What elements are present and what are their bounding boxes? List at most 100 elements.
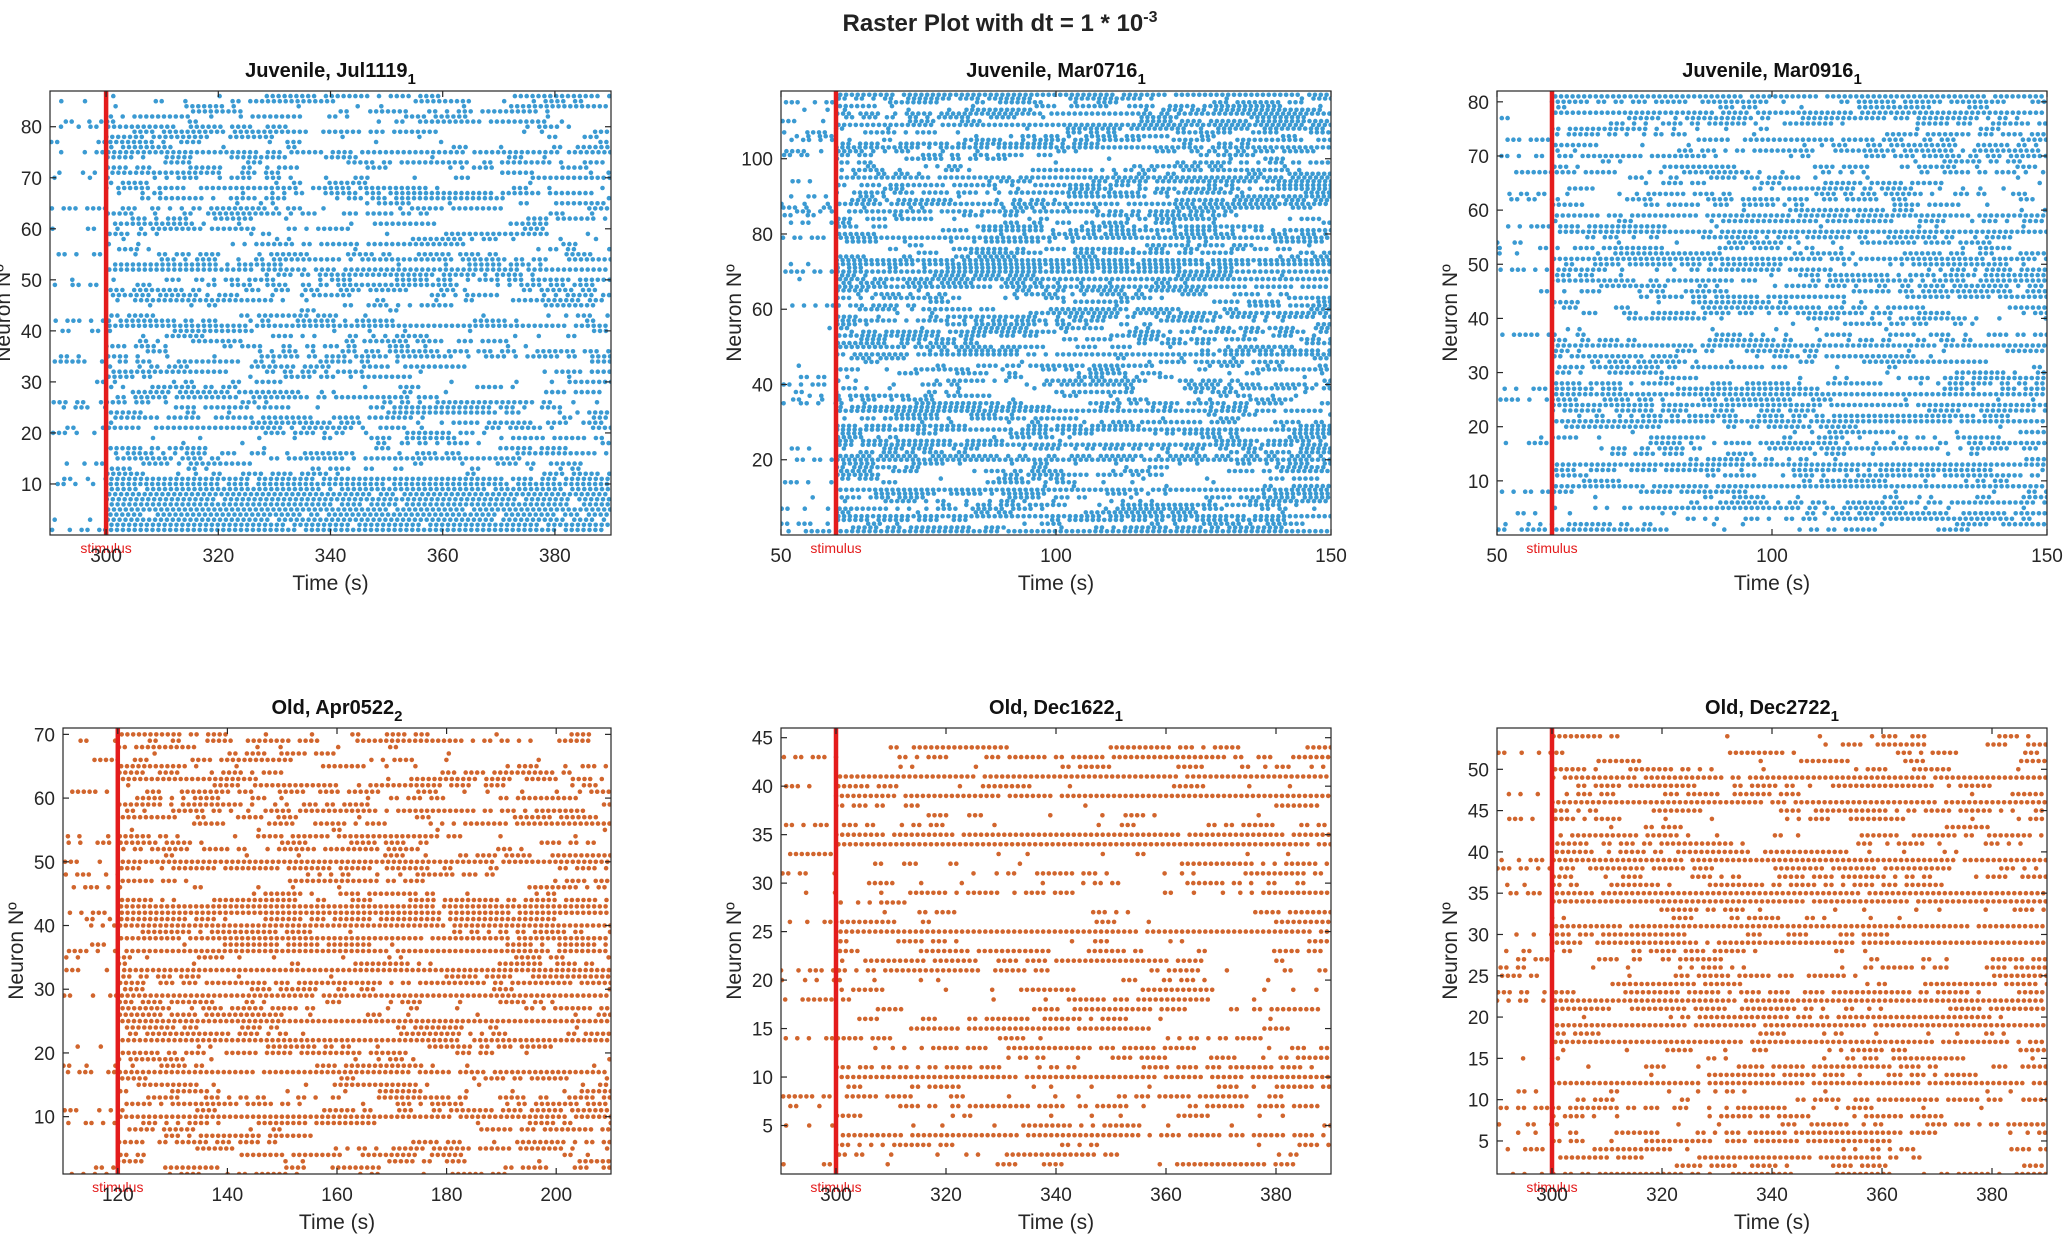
spike-dot <box>215 486 221 492</box>
spike-dot <box>303 287 308 293</box>
spike-dot <box>383 257 389 262</box>
spike-dot <box>415 129 421 135</box>
spike-dot <box>1187 510 1193 515</box>
spike-dot <box>218 124 223 129</box>
spike-dot <box>498 144 504 150</box>
spike-dot <box>141 165 146 170</box>
spike-dot <box>498 481 503 487</box>
spike-dot <box>916 457 921 463</box>
spike-dot <box>1153 457 1159 463</box>
spike-dot <box>855 487 861 493</box>
spike-dot <box>136 389 142 395</box>
spike-dot <box>606 440 611 446</box>
spike-dot <box>478 318 484 324</box>
spike-dot <box>1151 528 1156 534</box>
spike-dot <box>206 257 212 262</box>
spike-dot <box>241 175 246 181</box>
spike-dot <box>236 98 241 104</box>
spike-dot <box>786 528 791 534</box>
spike-dot <box>594 160 599 165</box>
spike-dot <box>1308 483 1314 489</box>
spike-dot <box>1052 453 1057 459</box>
spike-dot <box>388 93 394 99</box>
spike-dot <box>120 481 125 487</box>
spike-dot <box>133 185 139 191</box>
spike-dot <box>530 93 535 99</box>
spike-dot <box>335 155 341 160</box>
spike-dot <box>164 175 169 181</box>
spike-dot <box>193 175 199 181</box>
spike-dot <box>1050 502 1056 508</box>
spike-dot <box>393 466 398 472</box>
spike-dot <box>138 476 144 482</box>
spike-dot <box>858 472 863 478</box>
spike-dot <box>183 425 188 431</box>
spike-dot <box>445 481 450 487</box>
spike-dot <box>359 282 365 288</box>
spike-dot <box>221 384 226 390</box>
spike-dot <box>242 389 248 395</box>
spike-dot <box>347 272 352 278</box>
spike-dot <box>481 486 487 492</box>
spike-dot <box>80 170 86 175</box>
spike-dot <box>1198 525 1203 530</box>
spike-dot <box>122 292 128 298</box>
spike-dot <box>600 292 606 298</box>
spike-dot <box>1182 457 1188 463</box>
spike-dot <box>589 517 595 522</box>
spike-dot <box>160 262 165 267</box>
spike-dot <box>523 343 529 349</box>
spike-dot <box>522 486 528 492</box>
spike-dot <box>505 502 510 507</box>
spike-dot <box>1116 528 1121 534</box>
spike-dot <box>1011 487 1017 493</box>
spike-dot <box>463 252 469 257</box>
spike-dot <box>924 506 929 512</box>
spike-dot <box>508 425 513 431</box>
spike-dot <box>58 354 64 359</box>
spike-dot <box>399 160 405 165</box>
spike-dot <box>430 149 436 155</box>
spike-dot <box>392 502 398 507</box>
spike-dot <box>294 165 300 170</box>
spike-dot <box>500 119 506 124</box>
spike-dot <box>1017 487 1023 493</box>
spike-dot <box>116 400 121 405</box>
spike-dot <box>877 521 883 526</box>
spike-dot <box>169 195 175 201</box>
spike-dot <box>951 517 957 523</box>
spike-dot <box>280 297 286 303</box>
spike-dot <box>419 257 424 262</box>
spike-dot <box>931 491 937 496</box>
spike-dot <box>331 415 337 420</box>
spike-dot <box>264 175 270 181</box>
spike-dot <box>277 507 282 512</box>
spike-dot <box>88 124 93 129</box>
spike-dot <box>288 93 293 99</box>
spike-dot <box>348 303 354 308</box>
spike-dot <box>473 323 478 329</box>
spike-dot <box>300 517 306 522</box>
spike-dot <box>548 471 553 477</box>
spike-dot <box>415 114 421 119</box>
spike-dot <box>138 522 144 528</box>
spike-dot <box>397 129 403 135</box>
spike-dot <box>108 139 113 145</box>
spike-dot <box>406 282 412 288</box>
spike-dot <box>561 323 567 329</box>
spike-dot <box>382 195 387 201</box>
spike-dot <box>201 262 207 267</box>
spike-dot <box>92 170 98 175</box>
spike-dot <box>488 497 494 502</box>
spike-dot <box>956 457 962 463</box>
spike-dot <box>1185 453 1190 459</box>
spike-dot <box>1238 525 1244 530</box>
spike-dot <box>122 170 127 175</box>
spike-dot <box>442 149 448 155</box>
spike-dot <box>948 528 953 534</box>
spike-dot <box>405 195 411 201</box>
spike-dot <box>128 292 133 298</box>
spike-dot <box>1322 461 1327 466</box>
spike-dot <box>187 195 192 201</box>
spike-dot <box>306 517 311 522</box>
